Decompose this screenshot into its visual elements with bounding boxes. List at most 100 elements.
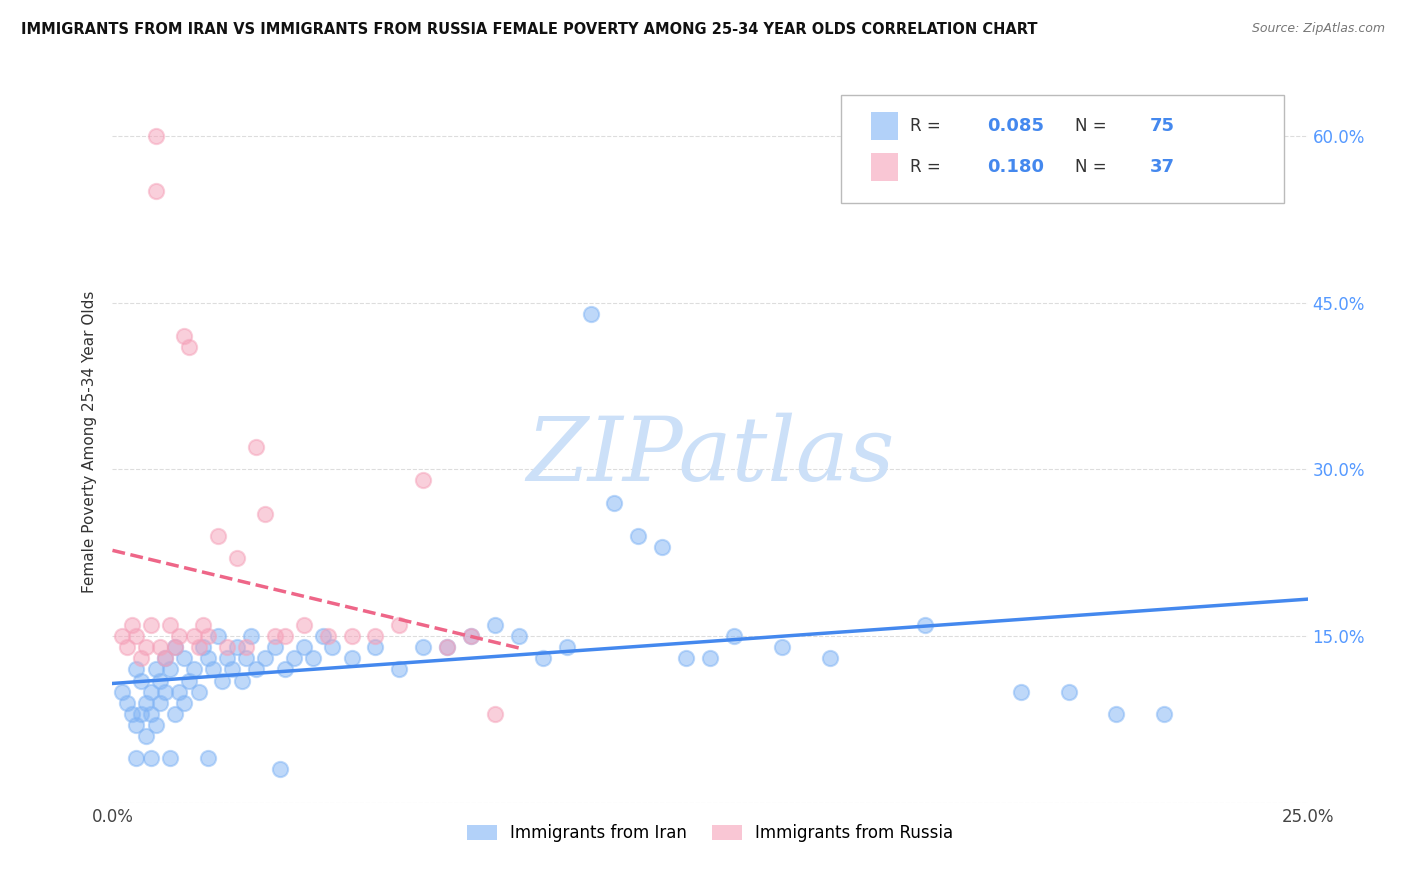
Point — [412, 640, 434, 655]
Point — [555, 640, 578, 655]
Point — [321, 640, 343, 655]
Point — [173, 696, 195, 710]
Point — [273, 629, 295, 643]
Point — [207, 529, 229, 543]
Point — [460, 629, 482, 643]
Point — [484, 618, 506, 632]
Point — [231, 673, 253, 688]
Point — [135, 729, 157, 743]
Point — [129, 673, 152, 688]
Point — [388, 618, 411, 632]
Y-axis label: Female Poverty Among 25-34 Year Olds: Female Poverty Among 25-34 Year Olds — [82, 291, 97, 592]
Point — [153, 684, 176, 698]
Point — [818, 651, 841, 665]
Point — [207, 629, 229, 643]
Point — [125, 718, 148, 732]
Point — [675, 651, 697, 665]
Point — [163, 706, 186, 721]
Point — [153, 651, 176, 665]
Point — [225, 640, 247, 655]
Point — [651, 540, 673, 554]
Point — [436, 640, 458, 655]
Point — [235, 640, 257, 655]
Point — [159, 662, 181, 676]
Point — [211, 673, 233, 688]
Point — [125, 629, 148, 643]
Point — [197, 751, 219, 765]
Text: Source: ZipAtlas.com: Source: ZipAtlas.com — [1251, 22, 1385, 36]
Point — [508, 629, 530, 643]
Point — [269, 763, 291, 777]
Point — [193, 640, 215, 655]
Point — [240, 629, 263, 643]
Point — [153, 651, 176, 665]
Point — [111, 684, 134, 698]
Point — [245, 440, 267, 454]
Point — [302, 651, 325, 665]
Point — [340, 629, 363, 643]
Point — [316, 629, 339, 643]
Point — [129, 706, 152, 721]
Point — [169, 629, 191, 643]
Text: R =: R = — [910, 158, 946, 176]
Point — [201, 662, 224, 676]
Point — [235, 651, 257, 665]
Point — [139, 618, 162, 632]
Text: ZIPatlas: ZIPatlas — [526, 413, 894, 500]
Text: N =: N = — [1074, 117, 1111, 135]
Text: IMMIGRANTS FROM IRAN VS IMMIGRANTS FROM RUSSIA FEMALE POVERTY AMONG 25-34 YEAR O: IMMIGRANTS FROM IRAN VS IMMIGRANTS FROM … — [21, 22, 1038, 37]
Point — [183, 662, 205, 676]
Point — [125, 662, 148, 676]
Point — [603, 496, 626, 510]
Point — [111, 629, 134, 643]
Point — [177, 340, 200, 354]
Point — [264, 629, 287, 643]
Point — [579, 307, 602, 321]
Point — [221, 662, 243, 676]
Point — [173, 329, 195, 343]
Text: 0.085: 0.085 — [987, 117, 1045, 135]
Point — [197, 651, 219, 665]
Point — [723, 629, 745, 643]
Point — [1153, 706, 1175, 721]
Point — [177, 673, 200, 688]
Point — [364, 640, 387, 655]
Point — [145, 128, 167, 143]
Point — [149, 673, 172, 688]
FancyBboxPatch shape — [872, 112, 897, 139]
Text: 0.180: 0.180 — [987, 158, 1045, 176]
Point — [163, 640, 186, 655]
Point — [460, 629, 482, 643]
Point — [193, 618, 215, 632]
Point — [254, 651, 277, 665]
Point — [139, 706, 162, 721]
Point — [245, 662, 267, 676]
Point — [531, 651, 554, 665]
Text: N =: N = — [1074, 158, 1111, 176]
Point — [364, 629, 387, 643]
Point — [121, 706, 143, 721]
Point — [145, 718, 167, 732]
Point — [145, 662, 167, 676]
Point — [283, 651, 305, 665]
Text: 37: 37 — [1150, 158, 1175, 176]
Point — [115, 640, 138, 655]
Point — [1105, 706, 1128, 721]
Point — [125, 751, 148, 765]
Point — [187, 684, 209, 698]
Point — [292, 618, 315, 632]
Point — [187, 640, 209, 655]
Point — [159, 751, 181, 765]
Point — [412, 474, 434, 488]
Point — [388, 662, 411, 676]
Point — [183, 629, 205, 643]
Point — [121, 618, 143, 632]
FancyBboxPatch shape — [842, 95, 1284, 203]
Point — [149, 640, 172, 655]
Point — [163, 640, 186, 655]
Point — [139, 684, 162, 698]
Point — [292, 640, 315, 655]
Point — [484, 706, 506, 721]
Point — [135, 640, 157, 655]
Text: 75: 75 — [1150, 117, 1175, 135]
